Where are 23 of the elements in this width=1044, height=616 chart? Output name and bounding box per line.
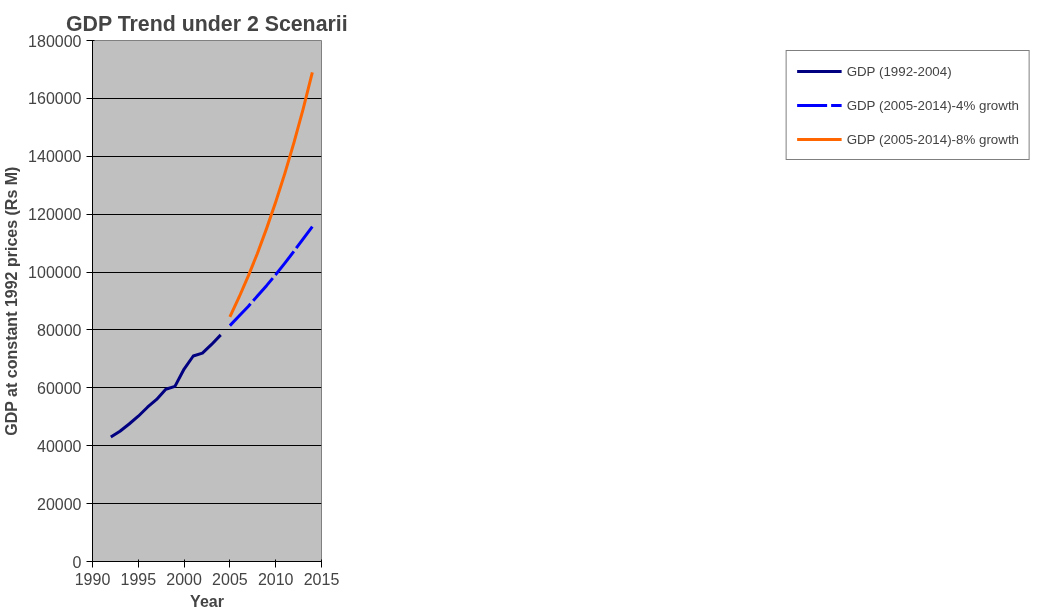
y-tick-label: 0 — [72, 553, 82, 571]
y-tick-label: 60000 — [37, 379, 82, 397]
y-tick-label: 100000 — [28, 264, 82, 282]
y-tick-label: 140000 — [28, 148, 82, 166]
x-tick-label: 2000 — [166, 570, 202, 588]
x-tick-label: 1990 — [74, 570, 111, 588]
legend-label: GDP (2005-2014)-8% growth — [846, 131, 1019, 147]
line-series — [109, 333, 223, 439]
y-tick-label: 120000 — [28, 206, 82, 224]
y-tick-label: 80000 — [37, 321, 82, 339]
legend-label: GDP (2005-2014)-4% growth — [846, 97, 1019, 113]
x-tick-label: 2015 — [303, 570, 340, 588]
line-series — [228, 225, 314, 328]
x-tick-label: 1995 — [120, 570, 157, 588]
line-series — [228, 70, 314, 319]
legend-label: GDP (1992-2004) — [846, 63, 952, 79]
y-tick-label: 160000 — [28, 90, 82, 108]
y-tick-label: 40000 — [37, 437, 82, 455]
x-axis-title: Year — [190, 592, 224, 610]
x-tick-label: 2010 — [257, 570, 294, 588]
x-tick-label: 2005 — [212, 570, 248, 588]
y-axis-title: GDP at constant 1992 prices (Rs M) — [3, 166, 21, 436]
y-tick-label: 20000 — [37, 495, 82, 513]
